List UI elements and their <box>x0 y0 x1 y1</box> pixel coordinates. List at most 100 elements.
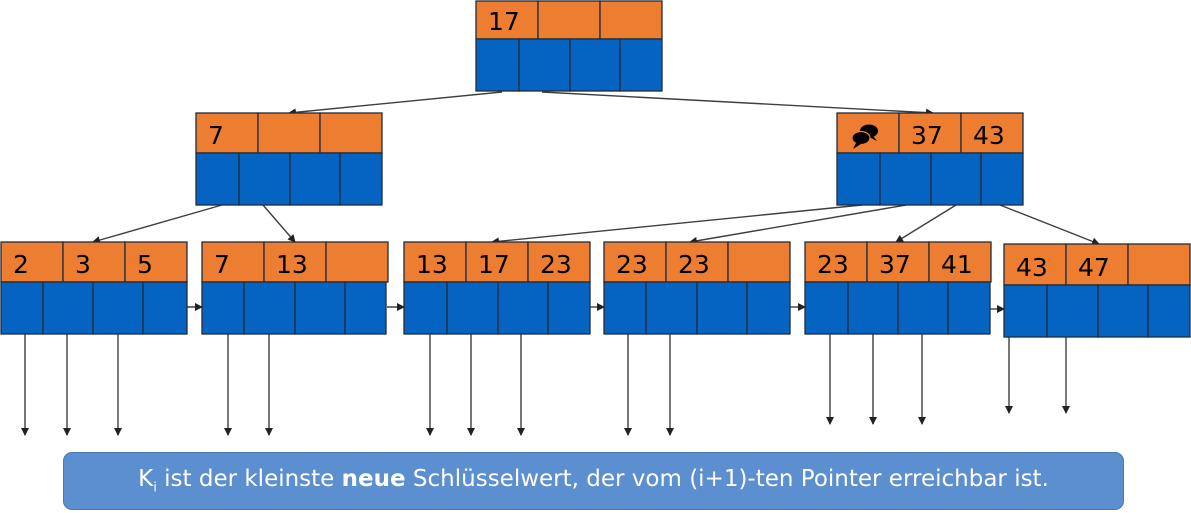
pointer-cell <box>847 281 899 335</box>
pointer-cell <box>289 152 341 206</box>
pointer-cell <box>897 281 949 335</box>
key-cell <box>319 112 383 154</box>
caption-text: Ki ist der kleinste neue Schlüsselwert, … <box>138 466 1049 496</box>
pointer-cell <box>518 38 571 92</box>
node-leaf-4: 23 23 <box>603 241 791 335</box>
node-leaf-3: 13 17 23 <box>403 241 591 335</box>
pointer-cell <box>804 281 849 335</box>
key-label: 3 <box>75 250 91 279</box>
key-label: 23 <box>616 250 648 279</box>
key-cell <box>195 112 259 154</box>
node-right: 37 43 <box>836 112 1024 206</box>
caption-subscript: i <box>153 480 157 496</box>
tree-pointer-arrow <box>689 204 907 245</box>
pointer-cell <box>446 281 499 335</box>
pointer-cell <box>1147 284 1191 338</box>
pointer-cell <box>746 281 791 335</box>
pointer-cell <box>1046 284 1099 338</box>
key-cell <box>928 241 992 283</box>
key-cell <box>804 241 868 283</box>
pointer-cell <box>1097 284 1149 338</box>
pointer-cell <box>980 152 1024 206</box>
pointer-cell <box>645 281 698 335</box>
pointer-cell <box>92 281 144 335</box>
pointer-cell <box>1003 284 1048 338</box>
node-root: 17 <box>475 0 663 92</box>
speech-bubbles-icon <box>851 124 878 149</box>
key-label: 17 <box>488 7 520 36</box>
key-label: 43 <box>1016 253 1048 282</box>
key-label: 37 <box>879 250 911 279</box>
pointer-cell <box>339 152 383 206</box>
pointer-cell <box>403 281 448 335</box>
pointer-cell <box>243 281 296 335</box>
key-cell <box>62 241 126 283</box>
pointer-cell <box>497 281 549 335</box>
caption-k: K <box>138 466 154 493</box>
pointer-cell <box>879 152 932 206</box>
key-label: 17 <box>478 250 510 279</box>
pointer-cell <box>947 281 991 335</box>
pointer-cell <box>836 152 881 206</box>
pointer-cell <box>142 281 188 335</box>
pointer-cell <box>42 281 94 335</box>
pointer-cell <box>0 281 44 335</box>
tree-pointer-arrow <box>999 204 1100 246</box>
pointer-cell <box>696 281 748 335</box>
tree-pointer-arrow <box>92 204 223 244</box>
key-cell <box>325 241 389 283</box>
pointer-cell <box>569 38 621 92</box>
tree-pointer-arrow <box>491 204 863 246</box>
key-label: 2 <box>13 250 29 279</box>
key-cell <box>1003 243 1067 286</box>
pointer-cell <box>238 152 291 206</box>
node-leaf-6: 43 47 <box>1003 243 1191 338</box>
key-cell <box>0 241 64 283</box>
key-label: 47 <box>1078 253 1110 282</box>
tree-pointer-arrow <box>541 91 934 117</box>
key-label: 37 <box>911 121 943 150</box>
key-cell <box>403 241 467 283</box>
key-cell <box>665 241 729 283</box>
key-label: 7 <box>214 250 230 279</box>
key-label: 41 <box>941 250 973 279</box>
key-label: 7 <box>208 121 224 150</box>
caption-part1: ist der kleinste <box>156 466 342 493</box>
key-label: 13 <box>276 250 308 279</box>
key-cell <box>1065 243 1129 286</box>
pointer-cell <box>195 152 240 206</box>
key-label: 23 <box>817 250 849 279</box>
caption-part2: Schlüsselwert, der vom (i+1)-ten Pointer… <box>405 466 1049 493</box>
key-label: 13 <box>416 250 448 279</box>
tree-pointer-arrow <box>895 204 957 243</box>
key-label: 23 <box>678 250 710 279</box>
key-cell <box>960 112 1024 154</box>
caption-box: Ki ist der kleinste neue Schlüsselwert, … <box>63 452 1124 510</box>
key-cell <box>124 241 188 283</box>
node-leaf-1: 2 3 5 <box>0 241 188 335</box>
key-label: 23 <box>540 250 572 279</box>
node-leaf-2: 7 13 <box>201 241 389 335</box>
key-cell <box>599 0 663 40</box>
key-cell <box>537 0 601 40</box>
node-leaf-5: 23 37 41 <box>804 241 992 335</box>
key-cell <box>201 241 265 283</box>
key-cell <box>1127 243 1191 286</box>
pointer-cell <box>930 152 982 206</box>
key-label: 5 <box>137 250 153 279</box>
pointer-cell <box>619 38 663 92</box>
key-cell <box>257 112 321 154</box>
caption-bold: neue <box>341 466 406 493</box>
tree-pointer-arrow <box>288 91 503 117</box>
tree-pointer-arrow <box>262 204 296 243</box>
pointer-cell <box>475 38 520 92</box>
pointer-cell <box>603 281 647 335</box>
key-cell <box>527 241 591 283</box>
key-label: 43 <box>973 121 1005 150</box>
pointer-cell <box>294 281 346 335</box>
node-left: 7 <box>195 112 383 206</box>
pointer-cell <box>344 281 387 335</box>
pointer-cell <box>547 281 591 335</box>
pointer-cell <box>201 281 245 335</box>
key-cell <box>727 241 791 283</box>
